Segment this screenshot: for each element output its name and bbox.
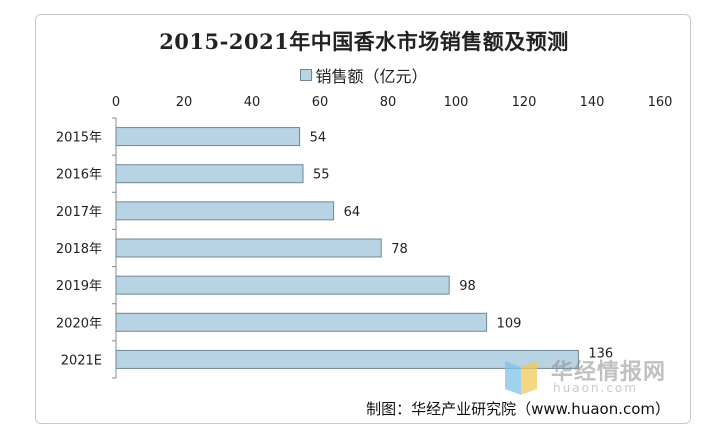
- bar: [115, 312, 488, 332]
- data-label: 55: [313, 168, 330, 183]
- category-label: 2016年: [56, 168, 102, 183]
- x-tick-label: 40: [244, 95, 261, 110]
- data-label: 54: [310, 131, 327, 146]
- category-label: 2020年: [56, 316, 102, 331]
- category-label: 2019年: [56, 279, 102, 294]
- legend: 销售额（亿元）: [0, 63, 728, 87]
- data-label: 98: [459, 279, 476, 294]
- watermark-domain: huaon.com: [553, 381, 638, 395]
- bar: [115, 238, 382, 258]
- x-tick-label: 20: [176, 95, 193, 110]
- x-tick-label: 80: [380, 95, 397, 110]
- category-label: 2017年: [56, 205, 102, 220]
- x-tick-label: 0: [112, 95, 120, 110]
- huaon-logo-icon: [505, 361, 537, 395]
- data-label: 109: [497, 316, 522, 331]
- source-note: 制图：华经产业研究院（www.huaon.com）: [366, 400, 670, 418]
- x-tick-label: 120: [512, 95, 537, 110]
- x-tick-label: 60: [312, 95, 329, 110]
- x-tick-label: 140: [580, 95, 605, 110]
- legend-label: 销售额（亿元）: [315, 67, 428, 86]
- legend-swatch: [300, 69, 313, 81]
- watermark-name: 华经情报网: [551, 360, 667, 385]
- bar: [115, 164, 304, 184]
- watermark: 华经情报网 huaon.com: [503, 352, 683, 402]
- data-label: 136: [588, 346, 613, 361]
- bar: [115, 275, 450, 295]
- data-label: 64: [344, 205, 361, 220]
- data-label: 78: [391, 242, 408, 257]
- x-tick-label: 100: [444, 95, 469, 110]
- x-tick-label: 160: [648, 95, 673, 110]
- category-label: 2015年: [56, 131, 102, 146]
- chart-title: 2015-2021年中国香水市场销售额及预测: [159, 29, 569, 54]
- bar: [115, 349, 579, 369]
- bar: [115, 201, 335, 221]
- category-label: 2021E: [61, 353, 102, 368]
- category-label: 2018年: [56, 242, 102, 257]
- bar: [115, 127, 301, 147]
